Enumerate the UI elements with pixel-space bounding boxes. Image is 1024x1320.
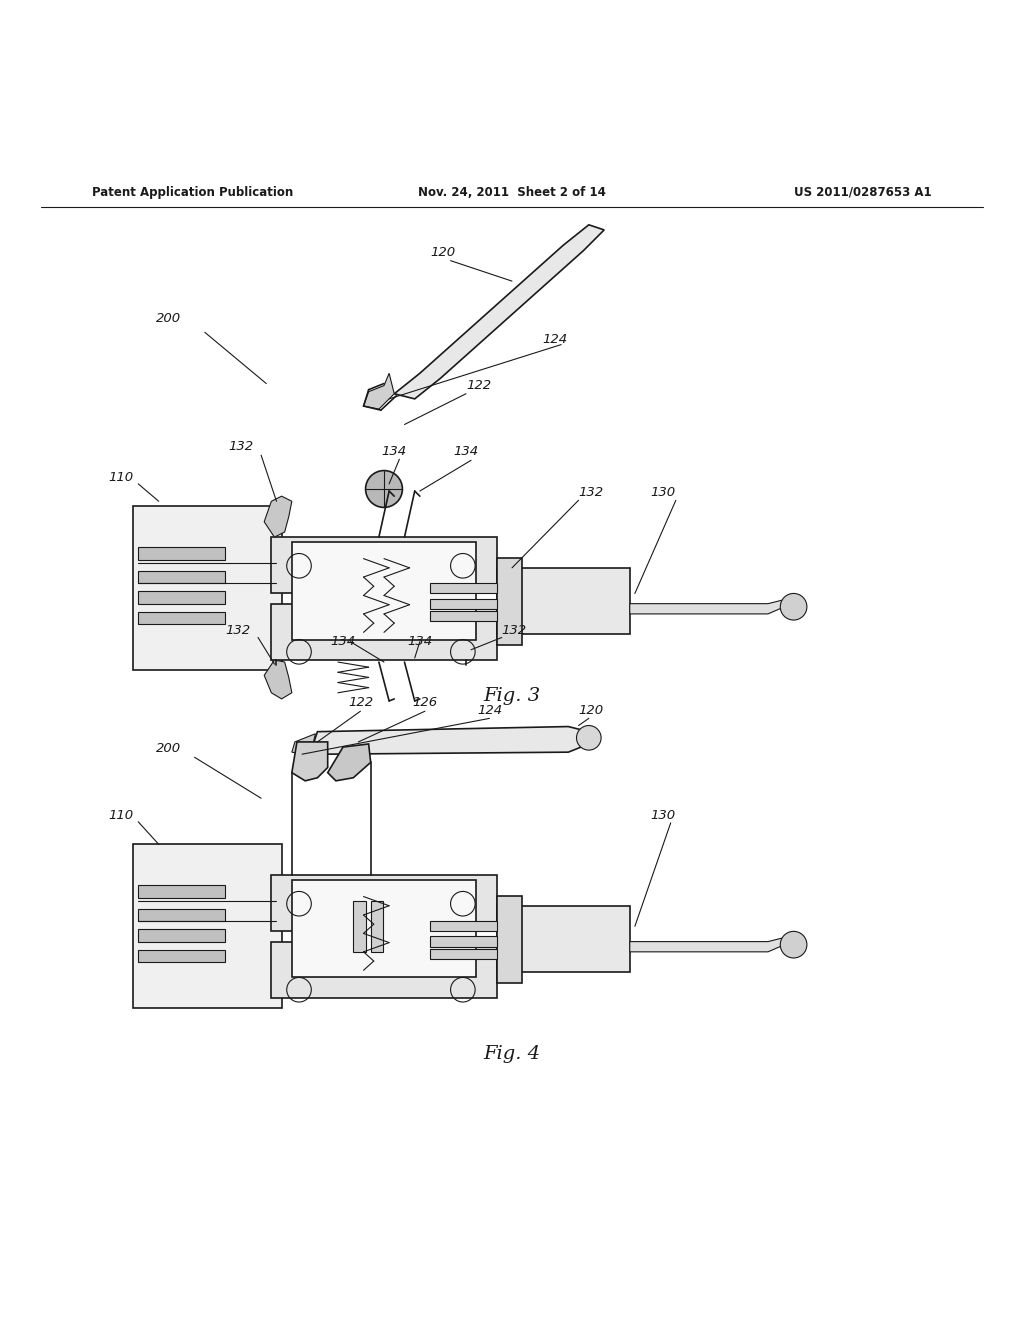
- Bar: [138, 950, 225, 962]
- Bar: [430, 949, 497, 960]
- Bar: [138, 612, 225, 624]
- Text: 124: 124: [477, 705, 502, 717]
- Text: 134: 134: [382, 445, 407, 458]
- Circle shape: [780, 932, 807, 958]
- Text: 110: 110: [108, 809, 133, 822]
- Text: 134: 134: [454, 445, 478, 458]
- Bar: [371, 900, 383, 952]
- Text: Fig. 3: Fig. 3: [483, 686, 541, 705]
- Bar: [138, 886, 225, 898]
- Text: 132: 132: [228, 440, 254, 453]
- Bar: [430, 921, 497, 932]
- Text: 122: 122: [466, 379, 492, 392]
- Text: 124: 124: [543, 333, 568, 346]
- Polygon shape: [364, 374, 394, 409]
- Text: 200: 200: [157, 742, 181, 755]
- Polygon shape: [292, 742, 328, 781]
- Text: 132: 132: [225, 624, 251, 638]
- Text: 134: 134: [408, 635, 432, 648]
- Bar: [271, 537, 497, 594]
- Polygon shape: [264, 660, 292, 698]
- Polygon shape: [264, 496, 292, 537]
- Text: Nov. 24, 2011  Sheet 2 of 14: Nov. 24, 2011 Sheet 2 of 14: [418, 186, 606, 198]
- Bar: [497, 557, 522, 644]
- Bar: [138, 572, 225, 583]
- Bar: [430, 611, 497, 622]
- Text: 122: 122: [348, 696, 373, 709]
- Polygon shape: [394, 224, 604, 399]
- Bar: [497, 895, 522, 982]
- Text: Patent Application Publication: Patent Application Publication: [92, 186, 294, 198]
- Bar: [430, 936, 497, 946]
- Bar: [271, 941, 497, 998]
- Text: 120: 120: [579, 705, 604, 717]
- Text: 120: 120: [430, 246, 456, 259]
- Text: 126: 126: [413, 696, 437, 709]
- Bar: [138, 591, 225, 603]
- Text: 200: 200: [157, 312, 181, 325]
- Circle shape: [577, 726, 601, 750]
- Circle shape: [366, 470, 402, 507]
- Polygon shape: [292, 734, 315, 754]
- Text: 134: 134: [331, 635, 355, 648]
- Text: Fig. 4: Fig. 4: [483, 1045, 541, 1063]
- Text: 130: 130: [650, 809, 676, 822]
- Text: 132: 132: [579, 486, 604, 499]
- Bar: [138, 929, 225, 941]
- Text: 110: 110: [108, 471, 133, 484]
- Text: US 2011/0287653 A1: US 2011/0287653 A1: [795, 186, 932, 198]
- Polygon shape: [630, 936, 799, 952]
- Bar: [133, 845, 282, 1008]
- Polygon shape: [328, 744, 371, 781]
- Polygon shape: [630, 598, 799, 614]
- Bar: [430, 598, 497, 609]
- Bar: [292, 543, 476, 639]
- Bar: [133, 507, 282, 671]
- Polygon shape: [312, 726, 589, 754]
- Text: 132: 132: [502, 624, 527, 638]
- Bar: [430, 583, 497, 594]
- Bar: [497, 906, 630, 973]
- Text: 130: 130: [650, 486, 676, 499]
- Bar: [497, 568, 630, 635]
- Bar: [292, 880, 476, 977]
- Bar: [138, 548, 225, 560]
- Bar: [271, 603, 497, 660]
- Bar: [353, 900, 366, 952]
- Circle shape: [780, 594, 807, 620]
- Bar: [271, 875, 497, 932]
- Bar: [138, 909, 225, 921]
